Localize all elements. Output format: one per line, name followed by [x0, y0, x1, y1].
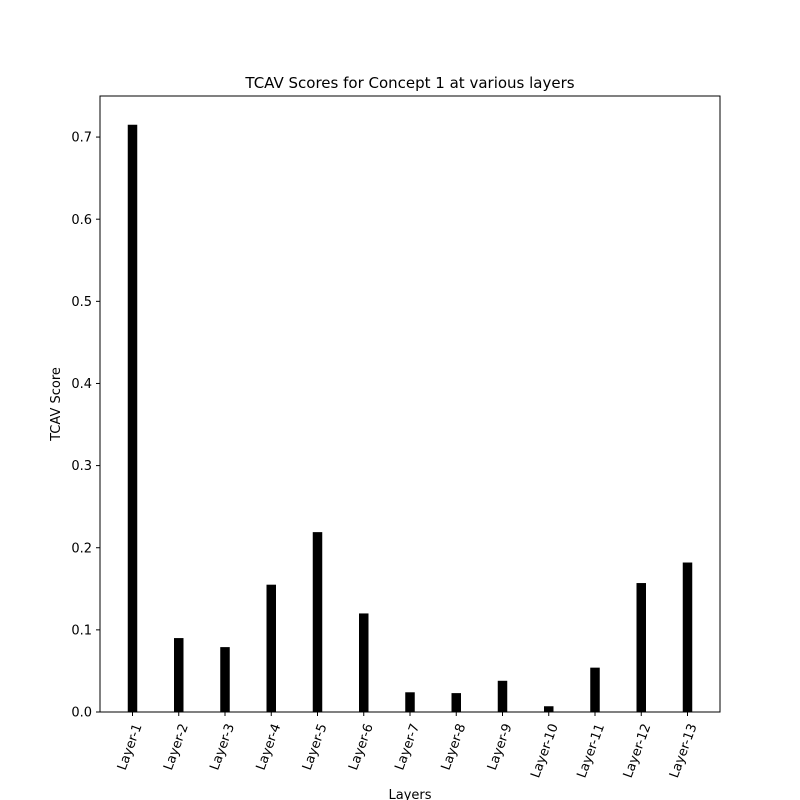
- y-tick-label: 0.0: [71, 706, 92, 721]
- y-tick-label: 0.7: [71, 131, 92, 146]
- bars-group: [127, 124, 693, 713]
- bar-layer-6: [359, 613, 369, 712]
- x-tick-label: Layer-8: [439, 722, 470, 773]
- y-tick-label: 0.6: [71, 213, 92, 228]
- bar-layer-13: [682, 562, 693, 712]
- x-tick-label: Layer-12: [621, 722, 654, 780]
- y-tick-label: 0.5: [71, 295, 92, 310]
- x-tick-label: Layer-11: [575, 722, 608, 780]
- x-tick-label: Layer-5: [300, 722, 331, 773]
- x-axis-label: Layers: [388, 788, 431, 800]
- bar-layer-2: [174, 638, 184, 712]
- y-axis: 0.0 0.1 0.2 0.3 0.4 0.5 0.6 0.7: [71, 131, 100, 721]
- y-tick-label: 0.3: [71, 459, 92, 474]
- bar-layer-5: [312, 532, 323, 712]
- y-tick-label: 0.1: [71, 623, 92, 638]
- x-tick-label: Layer-4: [254, 722, 285, 773]
- bar-layer-4: [266, 584, 276, 712]
- y-tick-label: 0.2: [71, 541, 92, 556]
- x-tick-label: Layer-10: [528, 722, 561, 780]
- bar-layer-10: [544, 706, 554, 712]
- bar-layer-1: [127, 124, 138, 713]
- bar-layer-11: [590, 667, 600, 712]
- x-tick-label: Layer-6: [346, 722, 377, 773]
- x-tick-label: Layer-13: [667, 722, 700, 780]
- plot-frame: [99, 95, 721, 713]
- bar-layer-3: [220, 647, 230, 712]
- x-tick-label: Layer-7: [392, 722, 423, 773]
- x-axis: Layer-1 Layer-2 Layer-3 Layer-4 Layer-5 Layer…: [115, 712, 701, 780]
- y-axis-label: TCAV Score: [49, 367, 64, 442]
- y-tick-label: 0.4: [71, 377, 92, 392]
- bar-layer-7: [405, 692, 415, 712]
- chart-title: TCAV Scores for Concept 1 at various lay…: [244, 74, 574, 92]
- x-tick-label: Layer-3: [207, 722, 238, 773]
- bar-layer-12: [636, 583, 646, 712]
- bar-layer-8: [451, 693, 461, 712]
- bar-layer-9: [497, 680, 508, 712]
- x-tick-label: Layer-1: [115, 722, 146, 773]
- x-tick-label: Layer-9: [485, 722, 516, 773]
- x-tick-label: Layer-2: [161, 722, 192, 773]
